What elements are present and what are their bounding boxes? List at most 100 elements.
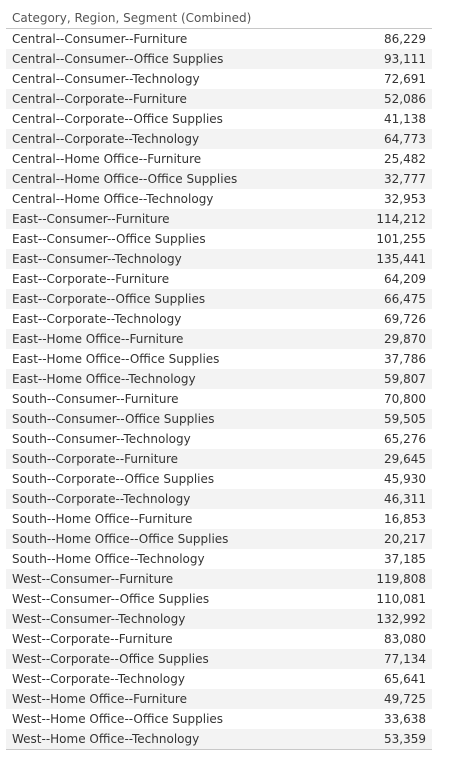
table-row[interactable]: South--Corporate--Technology 46,311: [6, 489, 432, 509]
table-row[interactable]: South--Consumer--Office Supplies 59,505: [6, 409, 432, 429]
row-label: West--Corporate--Furniture: [12, 632, 173, 646]
row-label: Central--Corporate--Office Supplies: [12, 112, 223, 126]
row-label: Central--Consumer--Office Supplies: [12, 52, 224, 66]
row-label: Central--Consumer--Technology: [12, 72, 200, 86]
row-value: 59,807: [384, 372, 426, 386]
table-row[interactable]: Central--Corporate--Furniture 52,086: [6, 89, 432, 109]
table-row[interactable]: East--Consumer--Technology 135,441: [6, 249, 432, 269]
row-value: 70,800: [384, 392, 426, 406]
row-value: 72,691: [384, 72, 426, 86]
row-label: East--Home Office--Technology: [12, 372, 196, 386]
table-row[interactable]: Central--Corporate--Office Supplies 41,13…: [6, 109, 432, 129]
row-value: 69,726: [384, 312, 426, 326]
row-value: 49,725: [384, 692, 426, 706]
row-value: 29,870: [384, 332, 426, 346]
table-row[interactable]: Central--Home Office--Technology 32,953: [6, 189, 432, 209]
row-label: West--Home Office--Office Supplies: [12, 712, 224, 726]
table-row[interactable]: West--Home Office--Technology 53,359: [6, 729, 432, 749]
row-value: 119,808: [376, 572, 426, 586]
row-label: West--Consumer--Furniture: [12, 572, 174, 586]
row-value: 64,209: [384, 272, 426, 286]
row-value: 45,930: [384, 472, 426, 486]
row-label: East--Home Office--Office Supplies: [12, 352, 220, 366]
table-row[interactable]: East--Corporate--Furniture 64,209: [6, 269, 432, 289]
row-label: West--Corporate--Technology: [12, 672, 185, 686]
table-row[interactable]: West--Consumer--Office Supplies 110,081: [6, 589, 432, 609]
row-value: 132,992: [376, 612, 426, 626]
row-label: West--Home Office--Technology: [12, 732, 200, 746]
table-row[interactable]: Central--Consumer--Office Supplies 93,111: [6, 49, 432, 69]
table-row[interactable]: West--Home Office--Office Supplies 33,638: [6, 709, 432, 729]
row-value: 101,255: [376, 232, 426, 246]
table-row[interactable]: West--Consumer--Technology 132,992: [6, 609, 432, 629]
row-value: 25,482: [384, 152, 426, 166]
row-value: 93,111: [384, 52, 426, 66]
table-row[interactable]: Central--Home Office--Furniture 25,482: [6, 149, 432, 169]
row-value: 66,475: [384, 292, 426, 306]
table-row[interactable]: West--Corporate--Technology 65,641: [6, 669, 432, 689]
table-row[interactable]: East--Corporate--Office Supplies 66,475: [6, 289, 432, 309]
table-row[interactable]: West--Corporate--Office Supplies 77,134: [6, 649, 432, 669]
row-value: 29,645: [384, 452, 426, 466]
column-header[interactable]: Category, Region, Segment (Combined): [6, 8, 432, 29]
table-row[interactable]: East--Corporate--Technology 69,726: [6, 309, 432, 329]
row-value: 53,359: [384, 732, 426, 746]
row-label: South--Corporate--Technology: [12, 492, 191, 506]
table-row[interactable]: South--Corporate--Furniture 29,645: [6, 449, 432, 469]
row-label: Central--Home Office--Technology: [12, 192, 214, 206]
table-row[interactable]: South--Home Office--Technology 37,185: [6, 549, 432, 569]
table-row[interactable]: West--Corporate--Furniture 83,080: [6, 629, 432, 649]
row-value: 77,134: [384, 652, 426, 666]
table-row[interactable]: East--Consumer--Office Supplies 101,255: [6, 229, 432, 249]
row-label: East--Consumer--Technology: [12, 252, 182, 266]
row-value: 83,080: [384, 632, 426, 646]
table-row[interactable]: East--Home Office--Office Supplies 37,786: [6, 349, 432, 369]
table-row[interactable]: Central--Consumer--Furniture 86,229: [6, 29, 432, 49]
row-label: East--Corporate--Furniture: [12, 272, 170, 286]
row-value: 32,777: [384, 172, 426, 186]
row-label: West--Home Office--Furniture: [12, 692, 187, 706]
row-label: Central--Corporate--Furniture: [12, 92, 187, 106]
table-row[interactable]: Central--Home Office--Office Supplies 32,…: [6, 169, 432, 189]
row-label: South--Consumer--Technology: [12, 432, 191, 446]
row-label: South--Consumer--Office Supplies: [12, 412, 215, 426]
row-value: 41,138: [384, 112, 426, 126]
row-value: 110,081: [376, 592, 426, 606]
table-bottom-rule: [6, 749, 432, 750]
table-row[interactable]: West--Consumer--Furniture 119,808: [6, 569, 432, 589]
row-label: East--Consumer--Office Supplies: [12, 232, 206, 246]
table-row[interactable]: South--Consumer--Technology 65,276: [6, 429, 432, 449]
row-label: South--Consumer--Furniture: [12, 392, 179, 406]
text-table: Category, Region, Segment (Combined) Cen…: [6, 8, 432, 750]
row-value: 65,641: [384, 672, 426, 686]
row-label: Central--Home Office--Furniture: [12, 152, 202, 166]
row-value: 37,185: [384, 552, 426, 566]
table-row[interactable]: South--Consumer--Furniture 70,800: [6, 389, 432, 409]
row-label: West--Consumer--Technology: [12, 612, 186, 626]
row-value: 52,086: [384, 92, 426, 106]
table-row[interactable]: East--Home Office--Furniture 29,870: [6, 329, 432, 349]
table-row[interactable]: East--Consumer--Furniture 114,212: [6, 209, 432, 229]
table-body: Central--Consumer--Furniture 86,229 Centra…: [6, 29, 432, 749]
row-label: West--Corporate--Office Supplies: [12, 652, 209, 666]
row-label: East--Home Office--Furniture: [12, 332, 184, 346]
row-value: 37,786: [384, 352, 426, 366]
row-value: 16,853: [384, 512, 426, 526]
table-row[interactable]: South--Home Office--Office Supplies 20,21…: [6, 529, 432, 549]
table-row[interactable]: Central--Consumer--Technology 72,691: [6, 69, 432, 89]
row-label: South--Corporate--Furniture: [12, 452, 179, 466]
row-label: Central--Consumer--Furniture: [12, 32, 188, 46]
row-label: East--Corporate--Office Supplies: [12, 292, 206, 306]
table-row[interactable]: West--Home Office--Furniture 49,725: [6, 689, 432, 709]
row-value: 64,773: [384, 132, 426, 146]
row-label: East--Corporate--Technology: [12, 312, 182, 326]
row-value: 114,212: [376, 212, 426, 226]
row-label: Central--Corporate--Technology: [12, 132, 200, 146]
table-row[interactable]: South--Home Office--Furniture 16,853: [6, 509, 432, 529]
row-label: West--Consumer--Office Supplies: [12, 592, 210, 606]
row-label: East--Consumer--Furniture: [12, 212, 170, 226]
table-row[interactable]: Central--Corporate--Technology 64,773: [6, 129, 432, 149]
row-value: 86,229: [384, 32, 426, 46]
table-row[interactable]: East--Home Office--Technology 59,807: [6, 369, 432, 389]
table-row[interactable]: South--Corporate--Office Supplies 45,930: [6, 469, 432, 489]
